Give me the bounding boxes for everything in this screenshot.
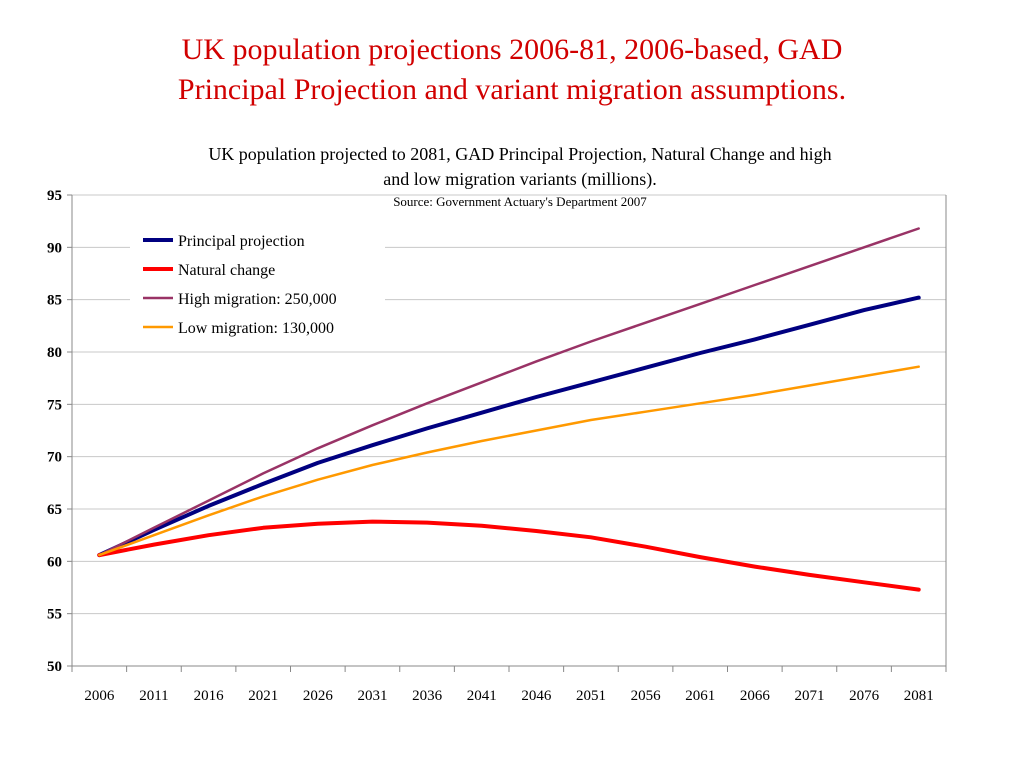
y-tick-label-85: 85 (47, 293, 62, 309)
series-lines (97, 227, 921, 592)
chart-source: Source: Government Actuary's Department … (393, 194, 647, 209)
x-tick-label-2016: 2016 (194, 688, 225, 704)
x-tick-label-2046: 2046 (521, 688, 552, 704)
x-tick-label-2061: 2061 (685, 688, 715, 704)
y-tick-label-50: 50 (47, 659, 62, 675)
x-tick-label-2081: 2081 (904, 688, 934, 704)
x-tick-label-2036: 2036 (412, 688, 443, 704)
series-line-2 (97, 519, 921, 592)
series-line-3 (98, 227, 920, 557)
slide-title: UK population projections 2006-81, 2006-… (0, 30, 1024, 110)
x-tick-label-2031: 2031 (357, 688, 387, 704)
legend-label-2: Natural change (178, 262, 275, 279)
slide-title-line-2: Principal Projection and variant migrati… (177, 73, 847, 106)
y-tick-label-70: 70 (47, 450, 62, 466)
x-axis-ticks: 2006 2011 2016 2021 2026 2031 2036 2041 2046 2051… (84, 688, 933, 704)
y-axis-ticks: 50 55 60 65 70 75 80 85 90 95 (47, 188, 62, 675)
legend: Principal projection Natural change High m… (130, 226, 385, 346)
legend-label-4: Low migration: 130,000 (178, 320, 334, 337)
x-tick-label-2011: 2011 (139, 688, 168, 704)
y-tick-label-60: 60 (47, 554, 62, 570)
x-tick-label-2021: 2021 (248, 688, 278, 704)
chart-title-line-2: and low migration variants (millions). (383, 169, 657, 189)
x-tick-label-2056: 2056 (631, 688, 662, 704)
axes (67, 194, 947, 672)
legend-label-1: Principal projection (178, 233, 305, 250)
x-tick-label-2006: 2006 (84, 688, 115, 704)
chart-title-line-1: UK population projected to 2081, GAD Pri… (208, 144, 832, 164)
y-tick-label-80: 80 (47, 345, 62, 361)
x-tick-label-2066: 2066 (740, 688, 771, 704)
x-tick-label-2076: 2076 (849, 688, 880, 704)
y-tick-label-55: 55 (47, 607, 62, 623)
series-line-4 (98, 365, 920, 557)
chart-title: UK population projected to 2081, GAD Pri… (0, 142, 1024, 192)
y-tick-label-75: 75 (47, 397, 62, 413)
y-tick-label-95: 95 (47, 188, 62, 204)
y-tick-label-65: 65 (47, 502, 62, 518)
x-tick-label-2026: 2026 (303, 688, 334, 704)
x-tick-label-2041: 2041 (467, 688, 497, 704)
x-tick-label-2071: 2071 (794, 688, 824, 704)
series-line-1 (97, 295, 921, 558)
legend-label-3: High migration: 250,000 (178, 291, 337, 308)
y-tick-label-90: 90 (47, 240, 62, 256)
x-tick-label-2051: 2051 (576, 688, 606, 704)
slide-title-line-1: UK population projections 2006-81, 2006-… (181, 33, 843, 66)
